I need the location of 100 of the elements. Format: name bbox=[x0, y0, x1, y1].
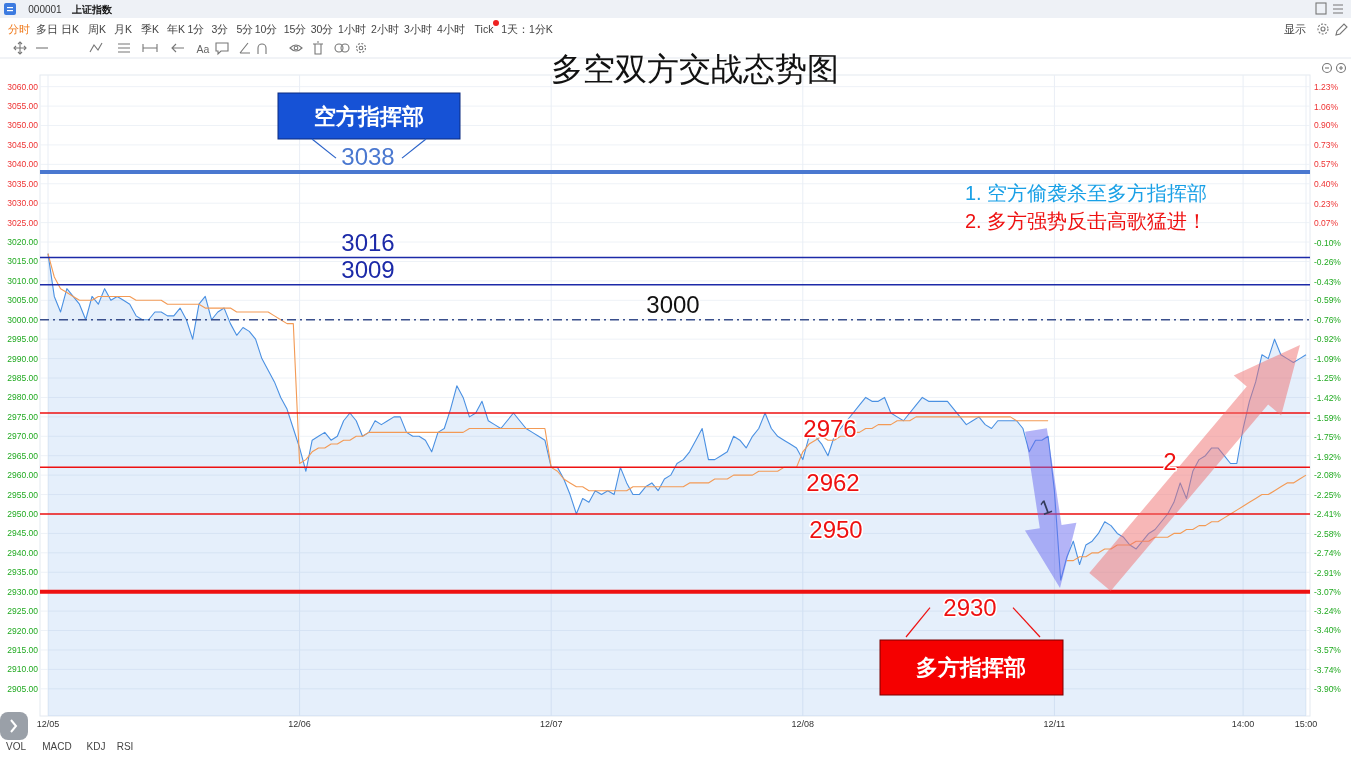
x-tick-label: 12/11 bbox=[1043, 719, 1066, 729]
text: 显示 bbox=[1284, 23, 1306, 35]
text: 日K bbox=[60, 23, 80, 35]
y2-tick-label: -1.09% bbox=[1314, 354, 1342, 365]
y-tick-label: 3035.00 bbox=[7, 178, 39, 189]
text: 多日 bbox=[36, 23, 58, 35]
y2-tick-label: 0.23% bbox=[1314, 199, 1339, 210]
y-tick-label: 2955.00 bbox=[7, 489, 39, 500]
y2-tick-label: -1.92% bbox=[1314, 451, 1342, 462]
text: 上证指数 bbox=[71, 4, 113, 15]
text: KDJ bbox=[86, 741, 106, 752]
y-tick-label: 3040.00 bbox=[7, 159, 39, 170]
text: 30分 bbox=[310, 23, 334, 35]
text: 1天：1分K bbox=[501, 23, 553, 35]
ref-line-label: 2962 bbox=[806, 469, 860, 497]
y2-tick-label: 0.57% bbox=[1314, 159, 1339, 170]
y2-tick-label: -0.43% bbox=[1314, 276, 1342, 287]
y2-tick-label: -2.58% bbox=[1314, 529, 1342, 540]
x-tick-label: 12/05 bbox=[36, 719, 60, 729]
text: 月K bbox=[113, 23, 133, 35]
y2-tick-label: 0.73% bbox=[1314, 140, 1339, 151]
text: 10分 bbox=[254, 23, 278, 35]
y-tick-label: 2980.00 bbox=[7, 392, 39, 403]
ref-line-label: 3000 bbox=[646, 290, 700, 318]
y2-tick-label: -1.59% bbox=[1314, 412, 1342, 423]
y2-tick-label: -3.24% bbox=[1314, 606, 1342, 617]
ref-line-label: 3016 bbox=[341, 228, 395, 256]
y-tick-label: 2910.00 bbox=[7, 664, 39, 675]
y2-tick-label: -3.40% bbox=[1314, 625, 1342, 636]
annotation: 1. 空方偷袭杀至多方指挥部 bbox=[965, 182, 1208, 204]
y-tick-label: 3010.00 bbox=[7, 275, 39, 286]
annotation: 空方指挥部 bbox=[314, 104, 424, 129]
text: 3分 bbox=[211, 23, 229, 35]
text: 1分 bbox=[187, 23, 205, 35]
text: 2小时 bbox=[371, 23, 399, 35]
y-tick-label: 3025.00 bbox=[7, 217, 39, 228]
text: 4小时 bbox=[437, 23, 465, 35]
y2-tick-label: -0.76% bbox=[1314, 315, 1342, 326]
y2-tick-label: -1.75% bbox=[1314, 431, 1342, 442]
y2-tick-label: 0.90% bbox=[1314, 120, 1339, 131]
y-tick-label: 2920.00 bbox=[7, 625, 39, 636]
y-tick-label: 2995.00 bbox=[7, 334, 39, 345]
text: 3小时 bbox=[404, 23, 432, 35]
annotation: 1 bbox=[1036, 494, 1055, 520]
y-tick-label: 3060.00 bbox=[7, 81, 39, 92]
text: 1小时 bbox=[338, 23, 366, 35]
ref-line-label: 2950 bbox=[809, 515, 863, 543]
y2-tick-label: -0.59% bbox=[1314, 295, 1342, 306]
y-tick-label: 3055.00 bbox=[7, 101, 39, 112]
y2-tick-label: 1.06% bbox=[1314, 101, 1339, 112]
y-tick-label: 2915.00 bbox=[7, 644, 39, 655]
text: 5分 bbox=[236, 23, 254, 35]
text: Aa bbox=[196, 43, 210, 55]
text: 周K bbox=[87, 23, 107, 35]
text: 000001 bbox=[28, 4, 63, 15]
text: 季K bbox=[140, 23, 160, 35]
y2-tick-label: -3.57% bbox=[1314, 645, 1342, 656]
y2-tick-label: -0.10% bbox=[1314, 237, 1342, 248]
y-tick-label: 3020.00 bbox=[7, 237, 39, 248]
y-tick-label: 2935.00 bbox=[7, 567, 39, 578]
y2-tick-label: 0.07% bbox=[1314, 217, 1339, 228]
text: 15分 bbox=[283, 23, 307, 35]
y-tick-label: 2940.00 bbox=[7, 547, 39, 558]
text: MACD bbox=[42, 741, 72, 752]
ref-line-label: 2930 bbox=[943, 593, 997, 621]
y2-tick-label: -3.74% bbox=[1314, 665, 1342, 676]
ref-line-label: 3038 bbox=[341, 143, 395, 171]
y-tick-label: 3005.00 bbox=[7, 295, 39, 306]
y-tick-label: 2965.00 bbox=[7, 450, 39, 461]
y2-tick-label: -2.91% bbox=[1314, 567, 1342, 578]
y-tick-label: 2930.00 bbox=[7, 586, 39, 597]
text: RSI bbox=[116, 741, 134, 752]
y-tick-label: 2925.00 bbox=[7, 606, 39, 617]
y2-tick-label: -2.74% bbox=[1314, 547, 1342, 558]
text: Tick bbox=[474, 23, 495, 35]
y2-tick-label: -2.41% bbox=[1314, 509, 1342, 520]
text: VOL bbox=[5, 741, 27, 752]
y2-tick-label: -0.26% bbox=[1314, 256, 1342, 267]
y-tick-label: 3045.00 bbox=[7, 139, 39, 150]
y-tick-label: 2945.00 bbox=[7, 528, 39, 539]
annotation: 多方指挥部 bbox=[916, 655, 1026, 680]
annotation: 2. 多方强势反击高歌猛进！ bbox=[965, 210, 1208, 232]
y2-tick-label: -3.90% bbox=[1314, 683, 1342, 694]
ref-line-label: 3009 bbox=[341, 255, 395, 283]
y2-tick-label: 1.23% bbox=[1314, 81, 1339, 92]
y2-tick-label: -2.25% bbox=[1314, 490, 1342, 501]
x-tick-label: 12/06 bbox=[288, 719, 311, 729]
chart-title: 多空双方交战态势图 bbox=[551, 51, 839, 87]
x-tick-label: 15:00 bbox=[1294, 719, 1318, 729]
y-tick-label: 2985.00 bbox=[7, 372, 39, 383]
y2-tick-label: 0.40% bbox=[1314, 179, 1339, 190]
text: 年K bbox=[166, 23, 186, 35]
y-tick-label: 2905.00 bbox=[7, 683, 39, 694]
y-tick-label: 3030.00 bbox=[7, 198, 39, 209]
y-tick-label: 3015.00 bbox=[7, 256, 39, 267]
y2-tick-label: -3.07% bbox=[1314, 586, 1342, 597]
y2-tick-label: -1.25% bbox=[1314, 372, 1342, 383]
y2-tick-label: -0.92% bbox=[1314, 334, 1342, 345]
y-tick-label: 2990.00 bbox=[7, 353, 39, 364]
y-tick-label: 3050.00 bbox=[7, 120, 39, 131]
